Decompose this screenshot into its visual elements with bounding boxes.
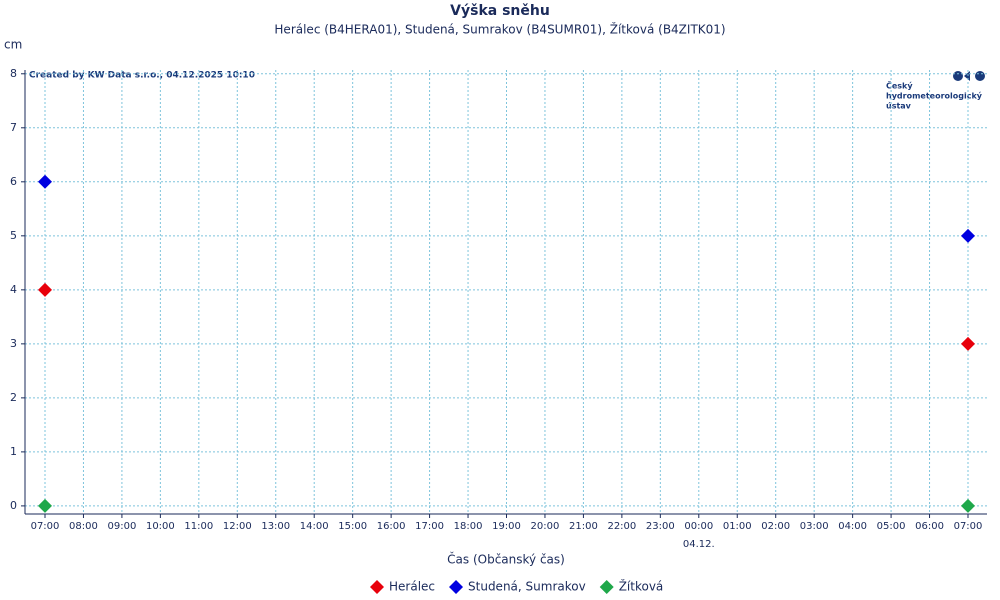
- x-tick-label: 19:00: [492, 521, 521, 532]
- marker: [961, 336, 975, 351]
- logo-text: hydrometeorologický: [886, 92, 983, 101]
- x-tick-label: 08:00: [69, 521, 98, 532]
- legend-label: Herálec: [389, 580, 435, 594]
- marker: [38, 282, 52, 297]
- y-tick-label: 1: [10, 445, 17, 458]
- x-tick-label: 12:00: [223, 521, 252, 532]
- legend-label: Studená, Sumrakov: [468, 580, 586, 594]
- x-tick-label: 02:00: [761, 521, 790, 532]
- y-tick-label: 8: [10, 67, 17, 80]
- logo: [953, 71, 985, 81]
- chart-title: Výška sněhu: [450, 3, 550, 19]
- legend-marker: [449, 580, 464, 594]
- y-tick-label: 7: [10, 121, 17, 134]
- date-label: 04.12.: [683, 539, 715, 550]
- x-tick-label: 20:00: [531, 521, 560, 532]
- x-axis-label: Čas (Občanský čas): [447, 552, 565, 567]
- x-tick-label: 16:00: [377, 521, 406, 532]
- logo-shape: [964, 71, 970, 81]
- marker: [961, 498, 975, 513]
- logo-text: ústav: [886, 102, 912, 111]
- legend-label: Žítková: [619, 579, 664, 594]
- x-tick-label: 07:00: [31, 521, 60, 532]
- legend-marker: [370, 580, 384, 594]
- x-tick-label: 04:00: [838, 521, 867, 532]
- chart-subtitle: Herálec (B4HERA01), Studená, Sumrakov (B…: [274, 22, 725, 37]
- x-tick-label: 06:00: [915, 521, 944, 532]
- y-tick-label: 6: [10, 175, 17, 188]
- legend-marker: [599, 580, 614, 594]
- x-tick-label: 22:00: [607, 521, 636, 532]
- x-tick-label: 10:00: [146, 521, 175, 532]
- x-tick-label: 21:00: [569, 521, 598, 532]
- x-tick-label: 01:00: [723, 521, 752, 532]
- marker: [38, 498, 52, 513]
- x-tick-label: 05:00: [877, 521, 906, 532]
- y-tick-label: 2: [10, 391, 17, 404]
- x-tick-label: 03:00: [800, 521, 829, 532]
- x-tick-label: 09:00: [108, 521, 137, 532]
- x-tick-label: 18:00: [454, 521, 483, 532]
- credit: Created by KW Data s.r.o., 04.12.2025 10…: [29, 71, 255, 81]
- y-tick-label: 5: [10, 229, 17, 242]
- x-tick-label: 23:00: [646, 521, 675, 532]
- logo-text: Český: [886, 80, 913, 91]
- y-tick-label: 4: [10, 283, 17, 296]
- x-tick-label: 17:00: [415, 521, 444, 532]
- logo-dot: [975, 71, 985, 81]
- y-tick-label: 0: [10, 499, 17, 512]
- x-tick-label: 15:00: [338, 521, 367, 532]
- y-axis-label: cm: [4, 38, 22, 52]
- x-tick-label: 07:00: [954, 521, 983, 532]
- x-tick-label: 14:00: [300, 521, 329, 532]
- logo-dot: [953, 71, 963, 81]
- x-tick-label: 00:00: [684, 521, 713, 532]
- x-tick-label: 11:00: [184, 521, 213, 532]
- x-tick-label: 13:00: [261, 521, 290, 532]
- marker: [961, 228, 975, 243]
- marker: [38, 174, 52, 189]
- y-tick-label: 3: [10, 337, 17, 350]
